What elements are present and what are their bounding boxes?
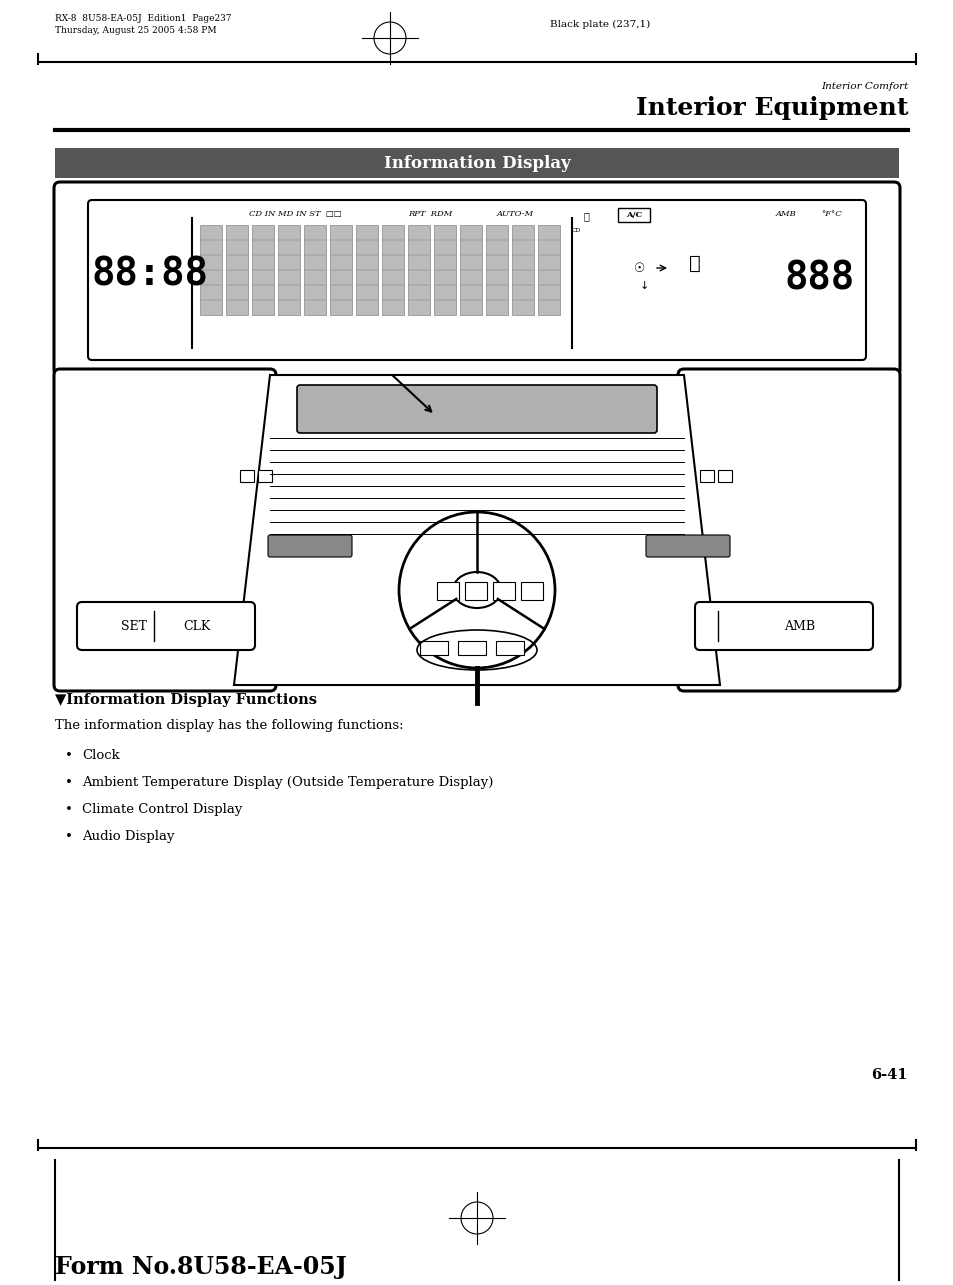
- Text: SET: SET: [121, 619, 147, 632]
- FancyBboxPatch shape: [88, 200, 865, 360]
- Text: ▼Information Display Functions: ▼Information Display Functions: [55, 693, 316, 707]
- Text: RPT  RDM: RPT RDM: [407, 209, 452, 218]
- Bar: [436, 582, 458, 600]
- FancyBboxPatch shape: [296, 386, 657, 433]
- Text: •: •: [65, 776, 72, 789]
- FancyBboxPatch shape: [695, 601, 872, 650]
- Text: Clock: Clock: [82, 749, 120, 762]
- Bar: [496, 641, 523, 655]
- Bar: [200, 225, 222, 315]
- Bar: [226, 225, 248, 315]
- Text: CD IN MD IN ST  □□: CD IN MD IN ST □□: [249, 209, 341, 218]
- Text: •: •: [65, 830, 72, 843]
- Text: 888: 888: [784, 260, 854, 297]
- Text: AMB: AMB: [783, 619, 815, 632]
- Bar: [618, 208, 649, 222]
- Bar: [459, 225, 481, 315]
- Text: Black plate (237,1): Black plate (237,1): [549, 21, 649, 30]
- Text: ✈: ✈: [582, 212, 588, 221]
- Bar: [55, 148, 898, 179]
- Text: ↓: ↓: [639, 281, 648, 290]
- Text: Audio Display: Audio Display: [82, 830, 174, 843]
- Bar: [700, 470, 713, 482]
- Text: °F°C: °F°C: [821, 209, 841, 218]
- Text: •: •: [65, 803, 72, 816]
- FancyBboxPatch shape: [678, 369, 899, 691]
- Text: AMB: AMB: [775, 209, 796, 218]
- Text: A/C: A/C: [625, 211, 641, 218]
- Text: ☉: ☉: [634, 262, 645, 275]
- Polygon shape: [233, 375, 720, 685]
- Bar: [485, 225, 507, 315]
- Text: The information display has the following functions:: The information display has the followin…: [55, 720, 403, 732]
- Text: RX-8  8U58-EA-05J  Edition1  Page237: RX-8 8U58-EA-05J Edition1 Page237: [55, 14, 232, 23]
- Text: •: •: [65, 749, 72, 762]
- FancyBboxPatch shape: [54, 369, 275, 691]
- Bar: [493, 582, 515, 600]
- Text: Interior Equipment: Interior Equipment: [635, 96, 907, 120]
- Bar: [457, 641, 485, 655]
- Bar: [408, 225, 430, 315]
- Bar: [240, 470, 253, 482]
- Text: Interior Comfort: Interior Comfort: [820, 82, 907, 91]
- FancyBboxPatch shape: [645, 535, 729, 556]
- Bar: [537, 225, 559, 315]
- Text: AUTO-M: AUTO-M: [496, 209, 533, 218]
- Bar: [512, 225, 534, 315]
- Text: Thursday, August 25 2005 4:58 PM: Thursday, August 25 2005 4:58 PM: [55, 26, 216, 35]
- Bar: [257, 470, 272, 482]
- Text: Information Display: Information Display: [383, 154, 570, 171]
- Bar: [520, 582, 542, 600]
- Bar: [718, 470, 731, 482]
- Bar: [252, 225, 274, 315]
- Bar: [381, 225, 403, 315]
- FancyBboxPatch shape: [268, 535, 352, 556]
- Bar: [277, 225, 299, 315]
- FancyBboxPatch shape: [54, 182, 899, 377]
- Text: CD: CD: [572, 227, 580, 233]
- Bar: [355, 225, 377, 315]
- Bar: [330, 225, 352, 315]
- Text: 88:88: 88:88: [91, 256, 208, 294]
- Text: Form No.8U58-EA-05J: Form No.8U58-EA-05J: [55, 1255, 346, 1279]
- Text: Climate Control Display: Climate Control Display: [82, 803, 242, 816]
- Text: Ambient Temperature Display (Outside Temperature Display): Ambient Temperature Display (Outside Tem…: [82, 776, 493, 789]
- Text: ⤵: ⤵: [688, 253, 700, 272]
- Bar: [304, 225, 326, 315]
- Text: 6-41: 6-41: [871, 1068, 907, 1082]
- Bar: [434, 225, 456, 315]
- Bar: [419, 641, 448, 655]
- Text: CLK: CLK: [183, 619, 211, 632]
- Bar: [464, 582, 486, 600]
- FancyBboxPatch shape: [77, 601, 254, 650]
